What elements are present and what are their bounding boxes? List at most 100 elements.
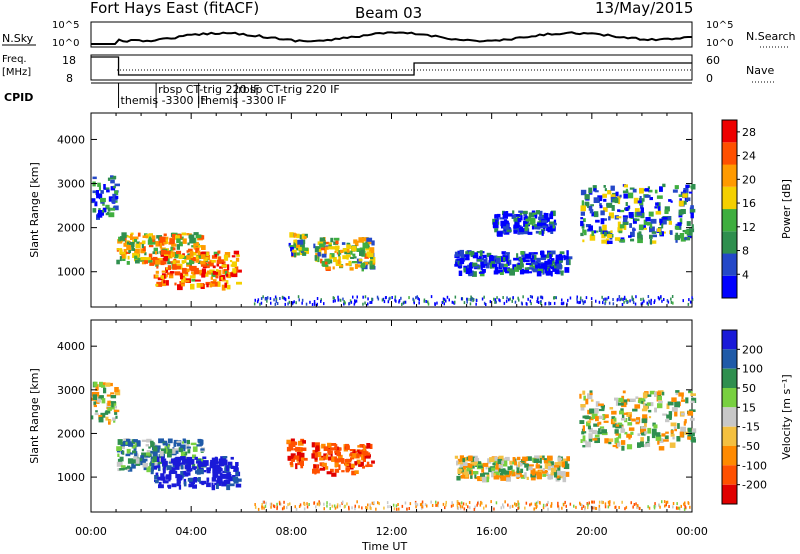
echo-cell (179, 462, 185, 465)
echo-cell (125, 441, 128, 445)
echo-cell (225, 280, 229, 285)
echo-cell (122, 254, 126, 259)
echo-cell (464, 457, 468, 462)
clutter-cell (581, 507, 583, 510)
clutter-cell (273, 298, 275, 302)
echo-cell (549, 265, 552, 269)
echo-cell (476, 251, 480, 254)
clutter-cell (413, 301, 415, 305)
echo-cell (178, 475, 183, 480)
echo-cell (119, 256, 122, 262)
echo-cell (489, 457, 495, 462)
echo-cell (513, 226, 517, 232)
echo-cell (511, 214, 517, 219)
clutter-cell (542, 506, 545, 510)
echo-cell (531, 258, 536, 264)
echo-cell (595, 230, 599, 233)
echo-cell (113, 419, 116, 423)
echo-cell (353, 449, 356, 455)
echo-cell (148, 245, 154, 248)
clutter-cell (604, 297, 606, 301)
echo-cell (472, 254, 479, 259)
clutter-cell (691, 296, 693, 300)
clutter-cell (531, 295, 533, 299)
echo-cell (641, 225, 646, 229)
clutter-cell (284, 298, 287, 302)
echo-cell (202, 456, 207, 460)
echo-cell (628, 235, 632, 238)
echo-cell (595, 219, 600, 223)
echo-cell (635, 419, 639, 422)
clutter-cell (257, 298, 260, 302)
echo-cell (331, 472, 337, 477)
echo-cell (179, 272, 183, 277)
clutter-cell (663, 298, 665, 301)
echo-cell (178, 440, 182, 447)
echo-cell (314, 452, 318, 458)
echo-cell (116, 259, 120, 265)
clutter-cell (288, 296, 290, 300)
echo-cell (337, 259, 341, 265)
echo-cell (654, 407, 657, 413)
echo-cell (480, 473, 486, 477)
echo-cell (127, 466, 133, 472)
echo-cell (638, 398, 645, 402)
echo-cell (558, 256, 563, 261)
echo-cell (201, 483, 205, 486)
echo-cell (614, 429, 619, 434)
echo-cell (302, 233, 308, 238)
echo-cell (146, 438, 152, 443)
clutter-cell (518, 502, 520, 506)
echo-cell (495, 261, 501, 264)
echo-cell (625, 202, 628, 207)
echo-cell (617, 239, 623, 242)
echo-cell (680, 399, 685, 402)
echo-cell (134, 255, 138, 260)
clutter-cell (475, 299, 478, 302)
echo-cell (158, 458, 162, 461)
echo-cell (209, 269, 215, 275)
echo-cell (541, 219, 547, 226)
echo-cell (637, 237, 643, 244)
echo-cell (365, 248, 370, 251)
echo-cell (196, 444, 202, 447)
clutter-cell (333, 504, 336, 508)
clutter-cell (576, 297, 578, 301)
echo-cell (690, 437, 696, 442)
echo-cell (189, 262, 192, 268)
echo-cell (181, 470, 187, 475)
echo-cell (593, 188, 597, 192)
clutter-cell (530, 302, 532, 306)
echo-cell (171, 483, 177, 488)
echo-cell (154, 462, 158, 466)
echo-cell (617, 227, 623, 233)
clutter-cell (553, 301, 556, 305)
echo-cell (154, 475, 159, 480)
clutter-cell (502, 503, 504, 507)
clutter-cell (348, 302, 351, 305)
echo-cell (162, 480, 169, 484)
echo-cell (317, 451, 322, 458)
echo-cell (126, 261, 130, 265)
echo-cell (657, 202, 661, 209)
echo-cell (651, 231, 657, 234)
nsky-panel (90, 21, 693, 48)
clutter-cell (293, 300, 295, 304)
nsearch-label: N.Search (746, 30, 796, 43)
clutter-cell (481, 297, 484, 301)
echo-cell (311, 453, 318, 459)
clutter-cell (265, 501, 267, 505)
echo-cell (485, 262, 490, 269)
echo-cell (166, 465, 172, 470)
clutter-cell (459, 506, 462, 510)
echo-cell (174, 271, 181, 276)
echo-cell (674, 428, 677, 432)
clutter-cell (334, 299, 336, 303)
clutter-cell (445, 500, 447, 504)
echo-cell (134, 248, 140, 255)
colorbar-segment (722, 388, 737, 408)
echo-cell (640, 428, 644, 434)
echo-cell (463, 258, 470, 261)
clutter-cell (281, 507, 284, 511)
clutter-cell (632, 505, 634, 509)
